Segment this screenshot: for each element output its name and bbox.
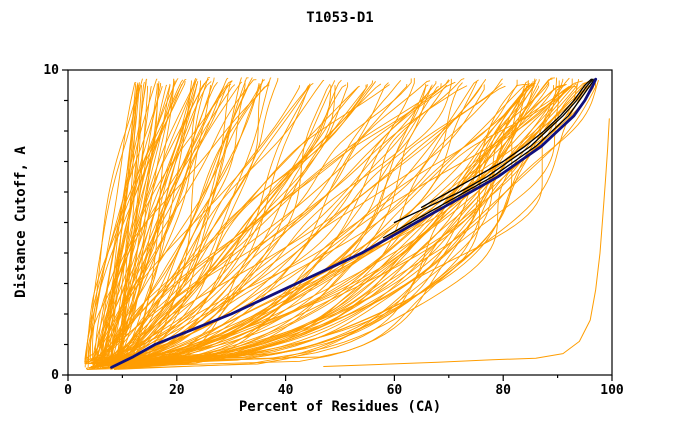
- ensemble-curve: [120, 83, 331, 365]
- x-tick-label: 100: [600, 383, 624, 398]
- ensemble-curve: [103, 84, 140, 363]
- ensemble-curve: [107, 78, 452, 365]
- ensemble-curve: [85, 80, 186, 365]
- ensemble-curve: [91, 79, 197, 369]
- ensemble-curve: [91, 86, 432, 364]
- ensemble-curve: [91, 82, 260, 370]
- dark-model-2: [382, 78, 596, 239]
- outlier-model-orange: [323, 118, 610, 367]
- x-tick-label: 0: [64, 383, 72, 398]
- x-tick-label: 60: [387, 383, 403, 398]
- ensemble-curve: [96, 79, 325, 362]
- ensemble-curve: [87, 83, 442, 363]
- ensemble-curve: [113, 80, 583, 370]
- ensemble-curve: [95, 86, 570, 367]
- highlight-model-blue: [110, 77, 598, 369]
- ensemble-curve: [115, 85, 204, 364]
- ensemble-curve: [90, 77, 556, 370]
- ensemble-curve: [115, 84, 367, 369]
- ensemble-curve: [110, 84, 485, 370]
- ensemble-curve: [88, 80, 201, 360]
- ensemble-curve: [117, 79, 593, 364]
- ensemble-curve: [110, 81, 160, 362]
- ensemble-curve: [99, 78, 158, 366]
- ensemble-curve: [112, 84, 236, 368]
- ensemble-curve: [101, 85, 590, 368]
- ensemble-curve: [121, 80, 192, 370]
- ensemble-curve: [114, 83, 529, 366]
- ensemble-curve: [120, 85, 301, 363]
- ensemble-curve: [93, 78, 536, 365]
- ensemble-curve: [105, 82, 349, 362]
- ensemble-curve: [84, 85, 163, 368]
- ensemble-curve: [115, 83, 139, 366]
- ensemble-curve: [112, 83, 314, 361]
- ensemble-curve: [113, 85, 336, 370]
- ensemble-curve: [109, 85, 152, 364]
- x-tick-label: 20: [169, 383, 185, 398]
- ensemble-curve: [110, 83, 198, 370]
- ensemble-curve: [100, 86, 359, 361]
- y-tick-label: 10: [43, 63, 59, 78]
- ensemble-curve: [96, 79, 265, 362]
- x-tick-label: 40: [278, 383, 294, 398]
- ensemble-curve: [120, 77, 279, 361]
- ensemble-curve: [110, 85, 138, 365]
- ensemble-curve: [109, 84, 427, 368]
- ensemble-curve: [111, 78, 198, 363]
- ensemble-curve: [97, 78, 197, 361]
- ensemble-curve: [121, 78, 175, 365]
- ensemble-curve: [125, 83, 503, 369]
- ensemble-curve: [90, 82, 535, 367]
- ensemble-curve: [89, 78, 143, 360]
- ensemble-curve: [89, 80, 246, 362]
- ensemble-curve: [118, 78, 593, 363]
- x-axis-label: Percent of Residues (CA): [238, 399, 442, 415]
- ensemble-curve: [93, 84, 578, 367]
- ensemble-curve: [94, 77, 249, 364]
- ensemble-curve: [86, 85, 528, 370]
- ensemble-curve: [111, 86, 576, 368]
- ensemble-curve: [104, 84, 270, 363]
- ensemble-curve: [84, 85, 540, 363]
- ensemble-curve: [116, 82, 463, 363]
- y-tick-label: 0: [51, 368, 59, 383]
- ensemble-curve: [115, 83, 159, 368]
- x-tick-label: 80: [495, 383, 511, 398]
- ensemble-curve: [108, 83, 408, 367]
- ensemble-curve: [87, 84, 139, 364]
- ensemble-curve: [88, 85, 594, 369]
- ensemble-curve: [103, 77, 570, 364]
- ensemble-curve: [110, 79, 449, 360]
- ensemble-curve: [116, 81, 376, 368]
- chart-title: T1053-D1: [306, 10, 374, 26]
- ensemble-curve: [95, 83, 261, 364]
- ensemble-curve: [115, 80, 431, 363]
- ensemble-curve: [107, 78, 175, 369]
- ensemble-curve: [96, 85, 530, 364]
- ensemble-curve: [114, 84, 232, 360]
- ensemble-curve: [120, 84, 250, 361]
- ensemble-curve: [117, 83, 382, 369]
- ensemble-curve: [111, 79, 599, 362]
- ensemble-curve: [86, 85, 228, 365]
- ensemble-curve: [96, 81, 233, 368]
- dark-model-3: [420, 78, 592, 208]
- ensemble-curve: [94, 84, 573, 360]
- ensemble-curve: [105, 83, 311, 362]
- ensemble-curve: [92, 82, 389, 367]
- ensemble-curve: [119, 84, 212, 361]
- dark-model-1: [393, 78, 594, 224]
- curves-layer: [84, 77, 610, 370]
- ensemble-curve: [109, 84, 310, 370]
- ensemble-curve: [112, 86, 439, 368]
- ensemble-curve: [108, 85, 149, 367]
- ensemble-curve: [91, 80, 450, 369]
- ensemble-curve: [87, 85, 527, 365]
- ensemble-curve: [95, 77, 211, 364]
- ensemble-curve: [112, 84, 347, 363]
- ensemble-curve: [112, 78, 564, 361]
- ensemble-curve: [95, 85, 506, 370]
